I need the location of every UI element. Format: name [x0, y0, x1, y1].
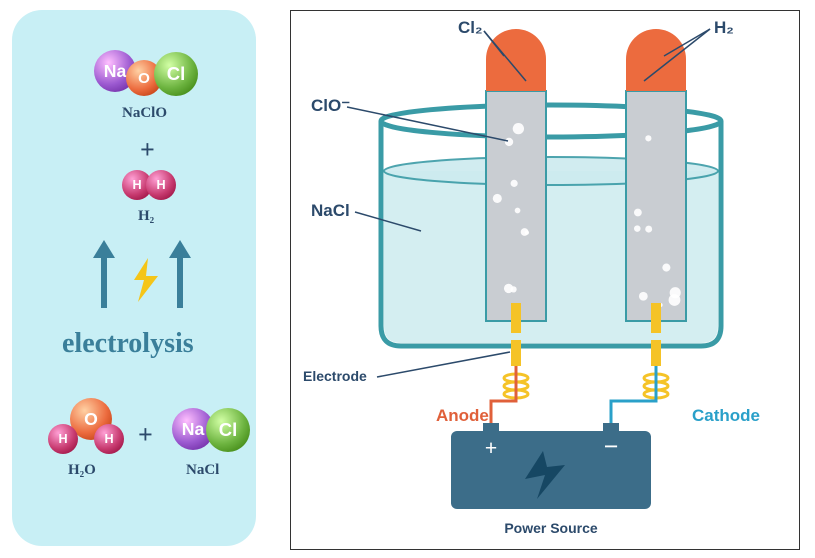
apparatus-svg: + − Cl₂ H₂ ClO⁻ NaCl Electrode Anode Cathode Powe… — [291, 11, 801, 551]
label-h2: H₂ — [714, 18, 734, 37]
bubble — [505, 138, 513, 146]
bubble — [634, 225, 641, 232]
minus-icon: − — [604, 432, 619, 461]
electrode-stub-1 — [651, 303, 661, 333]
tube-1 — [626, 91, 686, 321]
bubble — [493, 194, 502, 203]
diagram-root: NaOClNaClOHHH₂OHHH₂ONaClNaCl++electrolys… — [0, 0, 815, 558]
plus-icon: + — [485, 435, 498, 460]
atom-NaClO-2: Cl — [154, 52, 198, 96]
plus-bottom: + — [138, 420, 153, 450]
bubble — [515, 208, 521, 214]
tube-cap-1 — [626, 29, 686, 91]
electrolysis-apparatus: + − Cl₂ H₂ ClO⁻ NaCl Electrode Anode Cathode Powe… — [290, 10, 800, 550]
bubble — [504, 284, 513, 293]
label-power-source: Power Source — [504, 520, 598, 536]
label-cl2: Cl₂ — [458, 18, 483, 37]
atom-H₂O-1: H — [48, 424, 78, 454]
label-electrode: Electrode — [303, 368, 367, 384]
tube-cap-0 — [486, 29, 546, 91]
lightning-icon — [128, 258, 164, 302]
bubble — [521, 228, 529, 236]
electrolysis-label: electrolysis — [62, 328, 194, 360]
bubble — [669, 294, 681, 306]
formula-NaCl: NaCl — [186, 462, 219, 479]
label-electrode-line — [377, 352, 510, 377]
bubble — [513, 123, 524, 134]
bubble — [645, 226, 652, 233]
reaction-panel: NaOClNaClOHHH₂OHHH₂ONaClNaCl++electrolys… — [12, 10, 256, 546]
arrow-up-left — [93, 240, 115, 308]
plus-top: + — [140, 135, 155, 165]
label-anode: Anode — [436, 406, 489, 425]
arrow-up-right — [169, 240, 191, 308]
electrode-pin-0 — [511, 340, 521, 366]
label-cathode: Cathode — [692, 406, 760, 425]
bubble — [645, 135, 651, 141]
atom-H₂O-2: H — [94, 424, 124, 454]
bubble — [511, 180, 518, 187]
label-clo: ClO⁻ — [311, 96, 350, 115]
label-nacl: NaCl — [311, 201, 350, 220]
electrode-stub-0 — [511, 303, 521, 333]
atom-H₂-1: H — [146, 170, 176, 200]
formula-NaClO: NaClO — [122, 105, 167, 122]
bubble — [634, 209, 642, 217]
formula-H₂: H₂ — [138, 208, 154, 225]
bubble — [639, 292, 648, 301]
atom-NaCl-1: Cl — [206, 408, 250, 452]
electrode-pin-1 — [651, 340, 661, 366]
terminal-neg — [603, 423, 619, 431]
formula-H₂O: H₂O — [68, 462, 96, 479]
bubble — [662, 264, 670, 272]
